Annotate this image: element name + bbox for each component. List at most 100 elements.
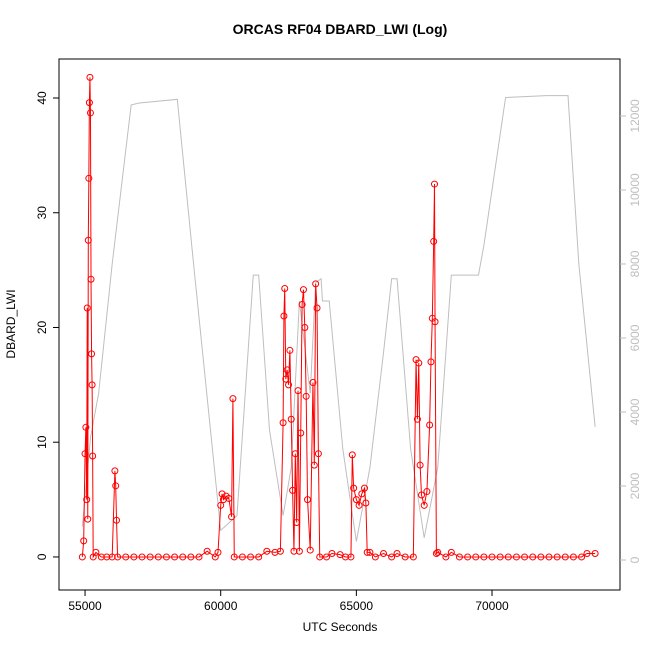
data-point bbox=[89, 452, 97, 460]
data-point bbox=[304, 496, 312, 504]
data-point bbox=[316, 553, 324, 561]
y2-tick-label: 10000 bbox=[628, 173, 642, 207]
data-point bbox=[276, 547, 284, 555]
x-tick-label: 60000 bbox=[204, 599, 238, 613]
data-point bbox=[302, 392, 310, 400]
data-point bbox=[496, 553, 504, 561]
data-point bbox=[289, 486, 297, 494]
data-point bbox=[279, 419, 287, 427]
data-point bbox=[578, 553, 586, 561]
data-point bbox=[416, 461, 424, 469]
data-point bbox=[86, 73, 94, 81]
data-point bbox=[87, 275, 95, 283]
data-point bbox=[286, 346, 294, 354]
data-point bbox=[187, 553, 195, 561]
data-point bbox=[295, 547, 303, 555]
data-point bbox=[379, 550, 387, 558]
data-point bbox=[154, 553, 162, 561]
y2-tick-label: 8000 bbox=[628, 250, 642, 277]
y2-tick-label: 2000 bbox=[628, 472, 642, 499]
data-point bbox=[84, 236, 92, 244]
data-point bbox=[85, 174, 93, 182]
data-point bbox=[80, 537, 88, 545]
data-point bbox=[314, 450, 322, 458]
y2-tick-label: 0 bbox=[628, 556, 642, 563]
data-point bbox=[291, 450, 299, 458]
data-point bbox=[355, 501, 363, 509]
data-point bbox=[287, 415, 295, 423]
data-point bbox=[281, 284, 289, 292]
chart-title: ORCAS RF04 DBARD_LWI (Log) bbox=[233, 21, 448, 37]
data-point bbox=[561, 553, 569, 561]
data-point bbox=[108, 553, 116, 561]
data-point bbox=[415, 359, 423, 367]
x-tick-label: 65000 bbox=[340, 599, 374, 613]
data-point bbox=[512, 553, 520, 561]
data-point bbox=[83, 304, 91, 312]
data-point bbox=[86, 109, 94, 117]
data-point bbox=[472, 553, 480, 561]
data-point bbox=[88, 350, 96, 358]
data-point bbox=[293, 519, 301, 527]
data-point bbox=[230, 553, 238, 561]
data-point bbox=[328, 550, 336, 558]
data-point bbox=[146, 553, 154, 561]
data-point bbox=[431, 180, 439, 188]
data-point bbox=[83, 496, 91, 504]
data-point bbox=[488, 553, 496, 561]
data-point bbox=[358, 490, 366, 498]
y-tick-label: 30 bbox=[35, 206, 49, 220]
data-point bbox=[426, 421, 434, 429]
series-line bbox=[81, 95, 596, 542]
data-point bbox=[583, 550, 591, 558]
data-point bbox=[282, 375, 290, 383]
y-tick-label: 10 bbox=[35, 435, 49, 449]
data-point bbox=[283, 366, 291, 374]
data-point bbox=[432, 550, 440, 558]
data-point bbox=[285, 381, 293, 389]
data-point bbox=[217, 501, 225, 509]
data-point bbox=[420, 501, 428, 509]
data-point bbox=[569, 553, 577, 561]
data-point bbox=[85, 99, 93, 107]
data-point bbox=[130, 553, 138, 561]
y2-tick-label: 12000 bbox=[628, 99, 642, 133]
plot-frame bbox=[58, 58, 621, 591]
data-point bbox=[228, 513, 236, 521]
data-point bbox=[299, 286, 307, 294]
data-point bbox=[366, 548, 374, 556]
x-tick-label: 55000 bbox=[68, 599, 102, 613]
data-point bbox=[280, 312, 288, 320]
y-axis-label: DBARD_LWI bbox=[4, 289, 18, 358]
data-point bbox=[203, 547, 211, 555]
data-point bbox=[312, 280, 320, 288]
data-point bbox=[290, 547, 298, 555]
data-point bbox=[388, 553, 396, 561]
data-point bbox=[195, 553, 203, 561]
data-point bbox=[171, 553, 179, 561]
data-point bbox=[352, 496, 360, 504]
data-point bbox=[179, 553, 187, 561]
data-point bbox=[113, 516, 121, 524]
data-point bbox=[92, 548, 100, 556]
data-point bbox=[309, 379, 317, 387]
data-point bbox=[114, 553, 122, 561]
data-point bbox=[138, 553, 146, 561]
data-point bbox=[255, 553, 263, 561]
data-point bbox=[348, 451, 356, 459]
data-point bbox=[464, 553, 472, 561]
data-point bbox=[413, 415, 421, 423]
data-point bbox=[361, 484, 369, 492]
data-point bbox=[431, 318, 439, 326]
data-point bbox=[521, 553, 529, 561]
data-point bbox=[480, 553, 488, 561]
data-point bbox=[347, 553, 355, 561]
data-point bbox=[225, 494, 233, 502]
data-point bbox=[393, 550, 401, 558]
data-point bbox=[214, 548, 222, 556]
data-point bbox=[297, 429, 305, 437]
data-point bbox=[88, 381, 96, 389]
data-point bbox=[81, 450, 89, 458]
data-point bbox=[323, 553, 331, 561]
